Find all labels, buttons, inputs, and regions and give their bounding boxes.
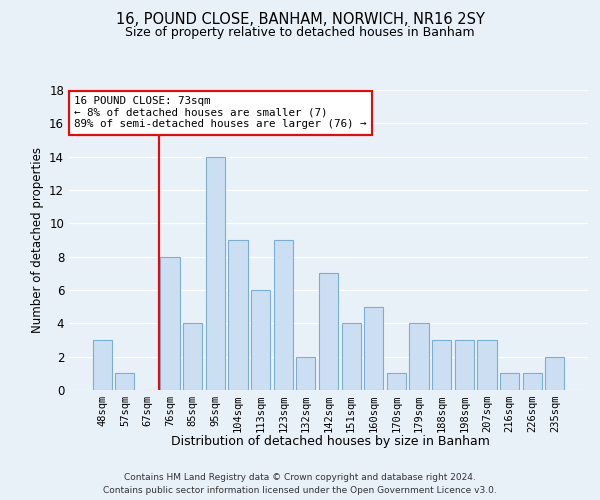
Bar [545, 356, 565, 390]
Bar [364, 306, 383, 390]
Bar [92, 340, 112, 390]
Text: Distribution of detached houses by size in Banham: Distribution of detached houses by size … [170, 434, 490, 448]
Bar [341, 324, 361, 390]
Text: Size of property relative to detached houses in Banham: Size of property relative to detached ho… [125, 26, 475, 39]
Bar [432, 340, 451, 390]
Text: Contains HM Land Registry data © Crown copyright and database right 2024.: Contains HM Land Registry data © Crown c… [124, 472, 476, 482]
Bar [319, 274, 338, 390]
Bar [455, 340, 474, 390]
Bar [229, 240, 248, 390]
Bar [296, 356, 316, 390]
Bar [206, 156, 225, 390]
Text: 16, POUND CLOSE, BANHAM, NORWICH, NR16 2SY: 16, POUND CLOSE, BANHAM, NORWICH, NR16 2… [116, 12, 484, 28]
Bar [477, 340, 497, 390]
Text: Contains public sector information licensed under the Open Government Licence v3: Contains public sector information licen… [103, 486, 497, 495]
Bar [115, 374, 134, 390]
Bar [523, 374, 542, 390]
Y-axis label: Number of detached properties: Number of detached properties [31, 147, 44, 333]
Bar [251, 290, 270, 390]
Text: 16 POUND CLOSE: 73sqm
← 8% of detached houses are smaller (7)
89% of semi-detach: 16 POUND CLOSE: 73sqm ← 8% of detached h… [74, 96, 367, 129]
Bar [274, 240, 293, 390]
Bar [500, 374, 519, 390]
Bar [387, 374, 406, 390]
Bar [409, 324, 428, 390]
Bar [183, 324, 202, 390]
Bar [160, 256, 180, 390]
